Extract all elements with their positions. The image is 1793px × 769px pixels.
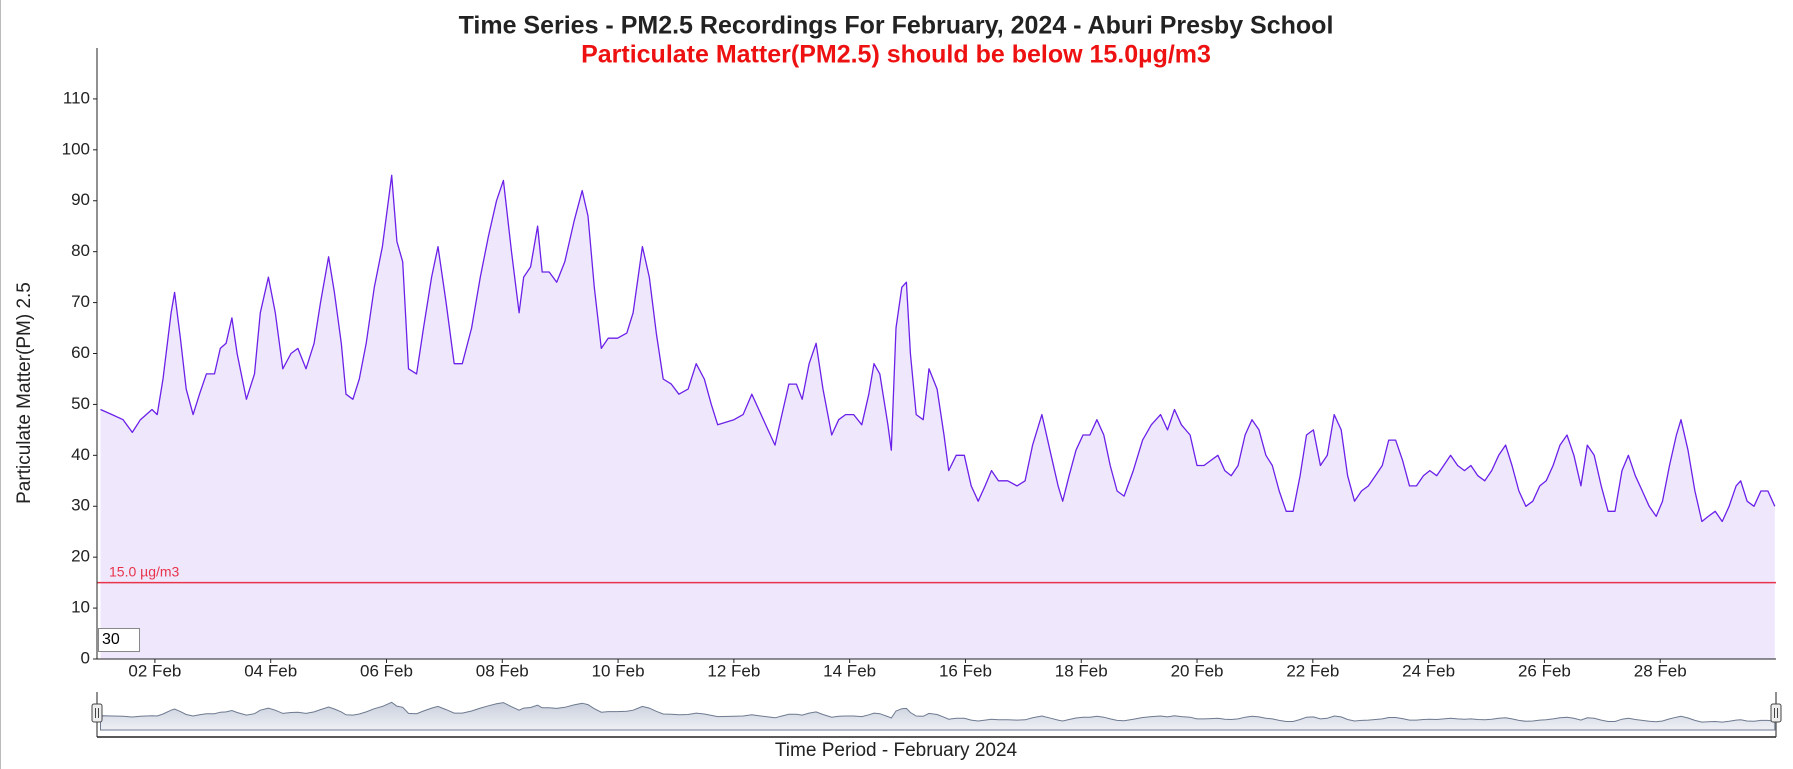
threshold-label: 15.0 µg/m3	[109, 563, 180, 579]
x-tick-label: 22 Feb	[1286, 661, 1339, 680]
y-tick-label: 90	[71, 190, 90, 209]
x-tick-label: 18 Feb	[1055, 661, 1108, 680]
mini-area	[100, 701, 1776, 731]
area-fill	[100, 175, 1775, 660]
y-tick-label: 80	[71, 241, 90, 260]
y-tick-label: 110	[63, 88, 90, 107]
y-tick-label: 10	[71, 598, 90, 617]
x-axis-label: Time Period - February 2024	[775, 740, 1018, 761]
y-tick-label: 20	[71, 547, 90, 566]
y-tick-label: 0	[81, 648, 90, 667]
x-tick-label: 04 Feb	[244, 661, 297, 680]
x-tick-label: 08 Feb	[476, 661, 529, 680]
x-tick-label: 06 Feb	[360, 661, 413, 680]
x-tick-label: 16 Feb	[939, 661, 992, 680]
roll-period-input[interactable]	[98, 628, 140, 652]
chart-title: Time Series - PM2.5 Recordings For Febru…	[459, 12, 1334, 40]
y-tick-label: 100	[62, 139, 90, 158]
x-tick-label: 02 Feb	[128, 661, 181, 680]
y-tick-label: 70	[71, 292, 90, 311]
x-tick-label: 24 Feb	[1402, 661, 1455, 680]
x-tick-label: 12 Feb	[707, 661, 760, 680]
x-tick-label: 10 Feb	[592, 661, 645, 680]
chart-subtitle: Particulate Matter(PM2.5) should be belo…	[581, 41, 1211, 69]
pm25-line	[100, 174, 1776, 523]
y-tick-label: 50	[71, 394, 90, 413]
x-tick-label: 20 Feb	[1171, 661, 1224, 680]
range-handle	[1770, 703, 1782, 723]
y-tick-label: 30	[71, 496, 90, 515]
y-tick-label: 60	[71, 343, 90, 362]
y-axis-label: Particulate Matter(PM) 2.5	[14, 282, 35, 504]
y-tick-label: 40	[71, 445, 90, 464]
range-handle	[91, 703, 103, 723]
x-tick-label: 26 Feb	[1518, 661, 1571, 680]
x-tick-label: 28 Feb	[1634, 661, 1687, 680]
x-tick-label: 14 Feb	[823, 661, 876, 680]
